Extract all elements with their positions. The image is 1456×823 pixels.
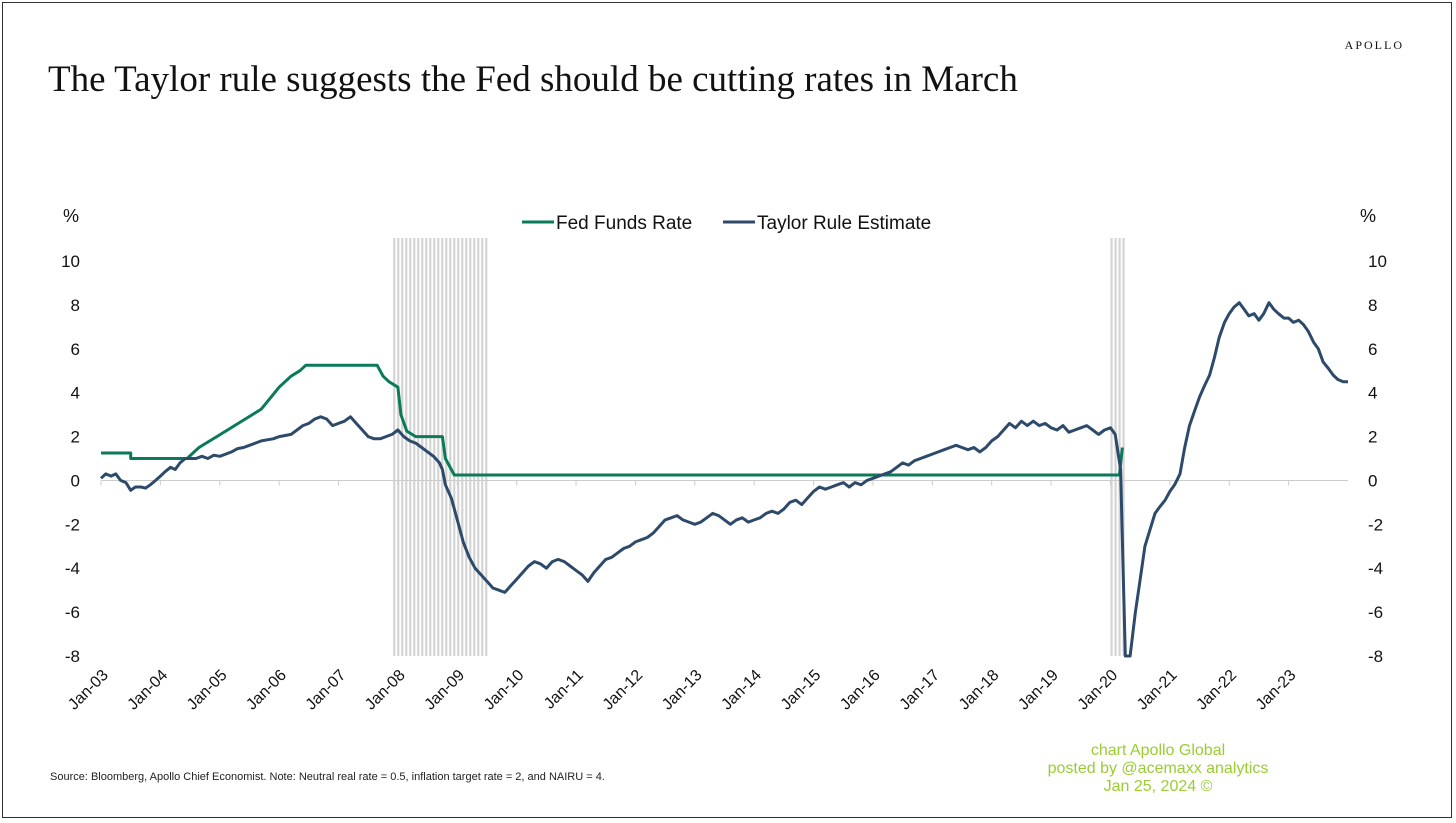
y-axis-unit-left: %: [63, 206, 79, 226]
recession-stripe: [401, 238, 404, 656]
recession-stripe: [417, 238, 420, 656]
y-tick-label-left: -2: [65, 515, 80, 534]
recession-stripe: [429, 238, 432, 656]
x-tick-label: Jan-05: [184, 667, 231, 714]
legend-label: Taylor Rule Estimate: [757, 213, 931, 234]
x-tick-label: Jan-14: [718, 667, 765, 714]
watermark-line-2: posted by @acemaxx analytics: [1047, 760, 1269, 777]
y-tick-label-right: 4: [1368, 384, 1377, 403]
x-tick-label: Jan-19: [1015, 667, 1062, 714]
recession-stripe: [397, 238, 400, 656]
x-tick-label: Jan-18: [956, 667, 1003, 714]
recession-stripe: [1110, 238, 1113, 656]
watermark: chart Apollo Global posted by @acemaxx a…: [1000, 742, 1316, 796]
y-tick-label-right: 2: [1368, 428, 1377, 447]
x-tick-label: Jan-07: [303, 667, 350, 714]
recession-stripe: [453, 238, 456, 656]
recession-stripe: [413, 238, 416, 656]
y-tick-label-right: 8: [1368, 296, 1377, 315]
recession-stripe: [433, 238, 436, 656]
recession-stripe: [409, 238, 412, 656]
recession-stripe: [393, 238, 396, 656]
x-tick-label: Jan-21: [1134, 667, 1181, 714]
y-tick-label-left: 6: [71, 340, 80, 359]
recession-stripe: [485, 238, 488, 656]
recession-stripe: [481, 238, 484, 656]
y-tick-label-right: -4: [1368, 559, 1383, 578]
y-tick-label-right: 10: [1368, 252, 1387, 271]
series-line-taylor-rule-estimate: [99, 301, 1348, 658]
recession-stripe: [473, 238, 476, 656]
y-tick-label-right: -6: [1368, 603, 1383, 622]
y-tick-label-right: 0: [1368, 471, 1377, 490]
recession-stripe: [465, 238, 468, 656]
recession-stripe: [437, 238, 440, 656]
page-title: The Taylor rule suggests the Fed should …: [48, 59, 1018, 100]
y-axis-unit-right: %: [1360, 206, 1376, 226]
y-tick-label-right: -2: [1368, 515, 1383, 534]
recession-stripe: [405, 238, 408, 656]
recession-stripe: [441, 238, 444, 656]
watermark-line-1: chart Apollo Global: [1090, 742, 1226, 759]
source-note: Source: Bloomberg, Apollo Chief Economis…: [50, 771, 605, 783]
x-tick-label: Jan-06: [243, 667, 290, 714]
y-tick-label-left: 10: [61, 252, 80, 271]
x-tick-label: Jan-17: [897, 667, 944, 714]
x-tick-label: Jan-12: [600, 667, 647, 714]
x-tick-label: Jan-04: [125, 667, 172, 714]
series-line-fed-funds-rate: [101, 363, 1124, 477]
y-tick-label-left: -6: [65, 603, 80, 622]
x-tick-label: Jan-23: [1253, 667, 1300, 714]
recession-stripe: [449, 238, 452, 656]
y-tick-label-right: -8: [1368, 647, 1383, 666]
x-tick-label: Jan-11: [541, 667, 587, 713]
recession-stripe: [1114, 238, 1117, 656]
x-tick-label: Jan-22: [1193, 667, 1240, 714]
y-tick-label-left: 0: [71, 471, 80, 490]
x-tick-label: Jan-09: [422, 667, 469, 714]
recession-stripe: [445, 238, 448, 656]
recession-stripe: [477, 238, 480, 656]
y-tick-label-left: -8: [65, 647, 80, 666]
x-tick-label: Jan-20: [1075, 667, 1122, 714]
x-tick-label: Jan-13: [659, 667, 706, 714]
watermark-line-3: Jan 25, 2024 ©: [1103, 778, 1213, 795]
x-tick-label: Jan-16: [837, 667, 884, 714]
recession-stripe: [469, 238, 472, 656]
recession-stripe: [425, 238, 428, 656]
y-tick-label-left: 2: [71, 428, 80, 447]
y-tick-label-left: -4: [65, 559, 80, 578]
y-tick-label-right: 6: [1368, 340, 1377, 359]
recession-stripe: [1122, 238, 1125, 656]
recession-stripe: [461, 238, 464, 656]
x-tick-label: Jan-03: [65, 667, 112, 714]
brand-logo: APOLLO: [1344, 38, 1404, 52]
recession-stripe: [1118, 238, 1121, 656]
legend-label: Fed Funds Rate: [556, 213, 692, 234]
x-tick-label: Jan-15: [778, 667, 825, 714]
x-tick-label: Jan-08: [362, 667, 409, 714]
y-tick-label-left: 4: [71, 384, 80, 403]
recession-stripe: [457, 238, 460, 656]
y-tick-label-left: 8: [71, 296, 80, 315]
x-tick-label: Jan-10: [481, 667, 528, 714]
